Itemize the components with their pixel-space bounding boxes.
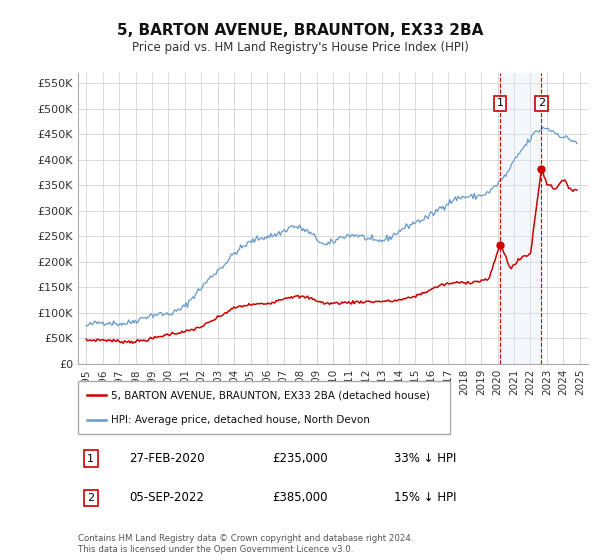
Text: 1: 1: [87, 454, 94, 464]
Text: 33% ↓ HPI: 33% ↓ HPI: [394, 452, 457, 465]
Text: HPI: Average price, detached house, North Devon: HPI: Average price, detached house, Nort…: [112, 414, 370, 424]
Text: 1: 1: [496, 99, 503, 109]
Text: 5, BARTON AVENUE, BRAUNTON, EX33 2BA: 5, BARTON AVENUE, BRAUNTON, EX33 2BA: [117, 24, 483, 38]
Text: 2: 2: [87, 493, 94, 503]
Text: Contains HM Land Registry data © Crown copyright and database right 2024.: Contains HM Land Registry data © Crown c…: [78, 534, 413, 543]
Text: 05-SEP-2022: 05-SEP-2022: [129, 491, 204, 505]
Text: This data is licensed under the Open Government Licence v3.0.: This data is licensed under the Open Gov…: [78, 545, 353, 554]
Text: Price paid vs. HM Land Registry's House Price Index (HPI): Price paid vs. HM Land Registry's House …: [131, 41, 469, 54]
Text: 2: 2: [538, 99, 545, 109]
Text: 5, BARTON AVENUE, BRAUNTON, EX33 2BA (detached house): 5, BARTON AVENUE, BRAUNTON, EX33 2BA (de…: [112, 390, 430, 400]
Bar: [500, 73, 541, 364]
Text: £385,000: £385,000: [272, 491, 328, 505]
Text: 15% ↓ HPI: 15% ↓ HPI: [394, 491, 457, 505]
Text: £235,000: £235,000: [272, 452, 328, 465]
Text: 27-FEB-2020: 27-FEB-2020: [129, 452, 205, 465]
